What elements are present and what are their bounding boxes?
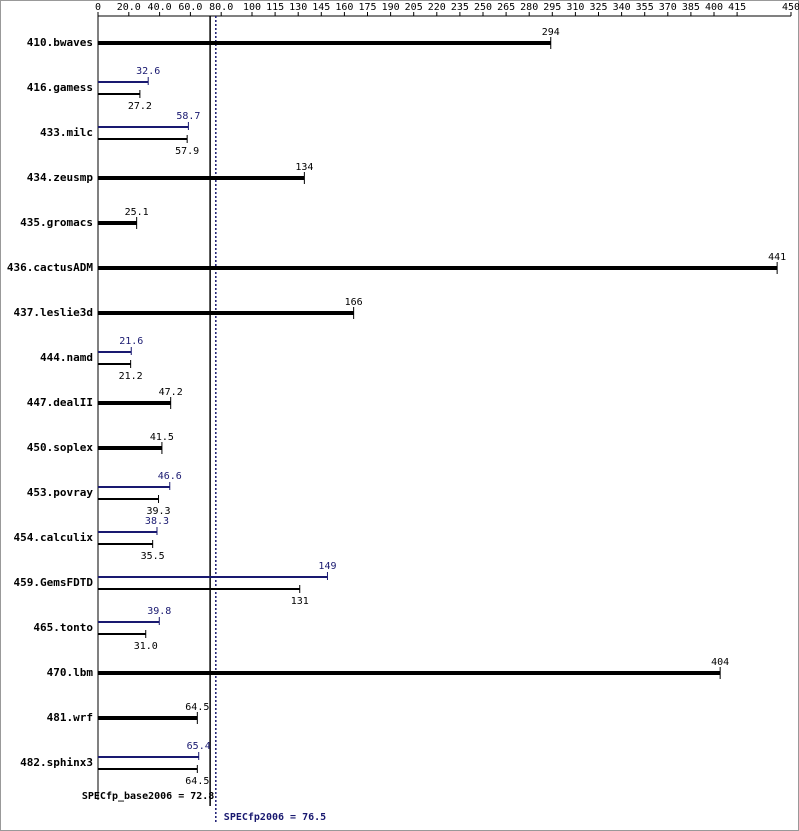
value-label: 31.0	[134, 641, 158, 652]
value-label: 32.6	[136, 66, 160, 77]
x-tick-label: 400	[705, 2, 723, 13]
x-tick-label: 385	[682, 2, 700, 13]
value-label: 39.8	[147, 606, 171, 617]
value-label: 64.5	[185, 702, 209, 713]
x-tick-label: 145	[312, 2, 330, 13]
value-label: 65.4	[187, 741, 211, 752]
value-label: 441	[768, 252, 786, 263]
value-label: 58.7	[176, 111, 200, 122]
value-label: 131	[291, 596, 309, 607]
value-label: 134	[295, 162, 313, 173]
category-label: 470.lbm	[47, 666, 94, 679]
x-tick-label: 415	[728, 2, 746, 13]
bar	[98, 671, 721, 675]
bar-base	[98, 93, 140, 95]
category-label: 436.cactusADM	[7, 261, 93, 274]
bar	[98, 266, 778, 270]
x-tick-label: 100	[243, 2, 261, 13]
category-label: 481.wrf	[47, 711, 93, 724]
bar	[98, 716, 198, 720]
value-label: 27.2	[128, 101, 152, 112]
category-label: 450.soplex	[27, 441, 94, 454]
bar	[98, 401, 171, 405]
value-label: 47.2	[159, 387, 183, 398]
category-label: 459.GemsFDTD	[14, 576, 94, 589]
x-tick-label: 370	[659, 2, 677, 13]
value-label: 46.6	[158, 471, 182, 482]
x-tick-label: 130	[289, 2, 307, 13]
bar	[98, 311, 354, 315]
x-tick-label: 250	[474, 2, 492, 13]
x-tick-label: 20.0	[117, 2, 141, 13]
bar	[98, 176, 305, 180]
category-label: 465.tonto	[33, 621, 93, 634]
bar	[98, 446, 162, 450]
bar-peak	[98, 351, 132, 353]
value-label: 404	[711, 657, 729, 668]
x-tick-label: 450	[782, 2, 799, 13]
bar	[98, 41, 551, 45]
x-tick-label: 280	[520, 2, 538, 13]
x-tick-label: 265	[497, 2, 515, 13]
bar-peak	[98, 126, 189, 128]
x-tick-label: 80.0	[209, 2, 233, 13]
bar-peak	[98, 756, 199, 758]
x-tick-label: 340	[613, 2, 631, 13]
value-label: 21.2	[119, 371, 143, 382]
value-label: 21.6	[119, 336, 143, 347]
bar	[98, 221, 137, 225]
x-tick-label: 115	[266, 2, 284, 13]
x-tick-label: 220	[428, 2, 446, 13]
bar-peak	[98, 486, 170, 488]
x-tick-label: 235	[451, 2, 469, 13]
bar-base	[98, 768, 198, 770]
x-tick-label: 325	[589, 2, 607, 13]
reference-label: SPECfp2006 = 76.5	[224, 812, 326, 823]
x-tick-label: 60.0	[178, 2, 202, 13]
bar-base	[98, 138, 188, 140]
category-label: 447.dealII	[27, 396, 93, 409]
value-label: 41.5	[150, 432, 174, 443]
reference-label: SPECfp_base2006 = 72.8	[82, 791, 214, 802]
bar-base	[98, 543, 153, 545]
x-tick-label: 40.0	[148, 2, 172, 13]
category-label: 482.sphinx3	[20, 756, 93, 769]
bar-peak	[98, 621, 160, 623]
x-tick-label: 190	[382, 2, 400, 13]
bar-base	[98, 498, 159, 500]
bar-peak	[98, 81, 149, 83]
category-label: 433.milc	[40, 126, 93, 139]
x-tick-label: 355	[636, 2, 654, 13]
bar-base	[98, 363, 131, 365]
x-tick-label: 295	[543, 2, 561, 13]
x-tick-label: 175	[358, 2, 376, 13]
value-label: 35.5	[141, 551, 165, 562]
x-tick-label: 160	[335, 2, 353, 13]
value-label: 149	[318, 561, 336, 572]
x-tick-label: 205	[405, 2, 423, 13]
bar-base	[98, 633, 146, 635]
value-label: 38.3	[145, 516, 169, 527]
value-label: 25.1	[125, 207, 149, 218]
bar-base	[98, 588, 300, 590]
category-label: 437.leslie3d	[14, 306, 93, 319]
bar-peak	[98, 531, 157, 533]
bar-peak	[98, 576, 328, 578]
value-label: 64.5	[185, 776, 209, 787]
value-label: 57.9	[175, 146, 199, 157]
value-label: 294	[542, 27, 560, 38]
x-tick-label: 310	[566, 2, 584, 13]
value-label: 166	[345, 297, 363, 308]
category-label: 453.povray	[27, 486, 94, 499]
category-label: 444.namd	[40, 351, 93, 364]
value-label: 39.3	[146, 506, 170, 517]
category-label: 454.calculix	[14, 531, 94, 544]
category-label: 435.gromacs	[20, 216, 93, 229]
category-label: 416.gamess	[27, 81, 93, 94]
x-tick-label: 0	[95, 2, 101, 13]
category-label: 434.zeusmp	[27, 171, 94, 184]
category-label: 410.bwaves	[27, 36, 93, 49]
